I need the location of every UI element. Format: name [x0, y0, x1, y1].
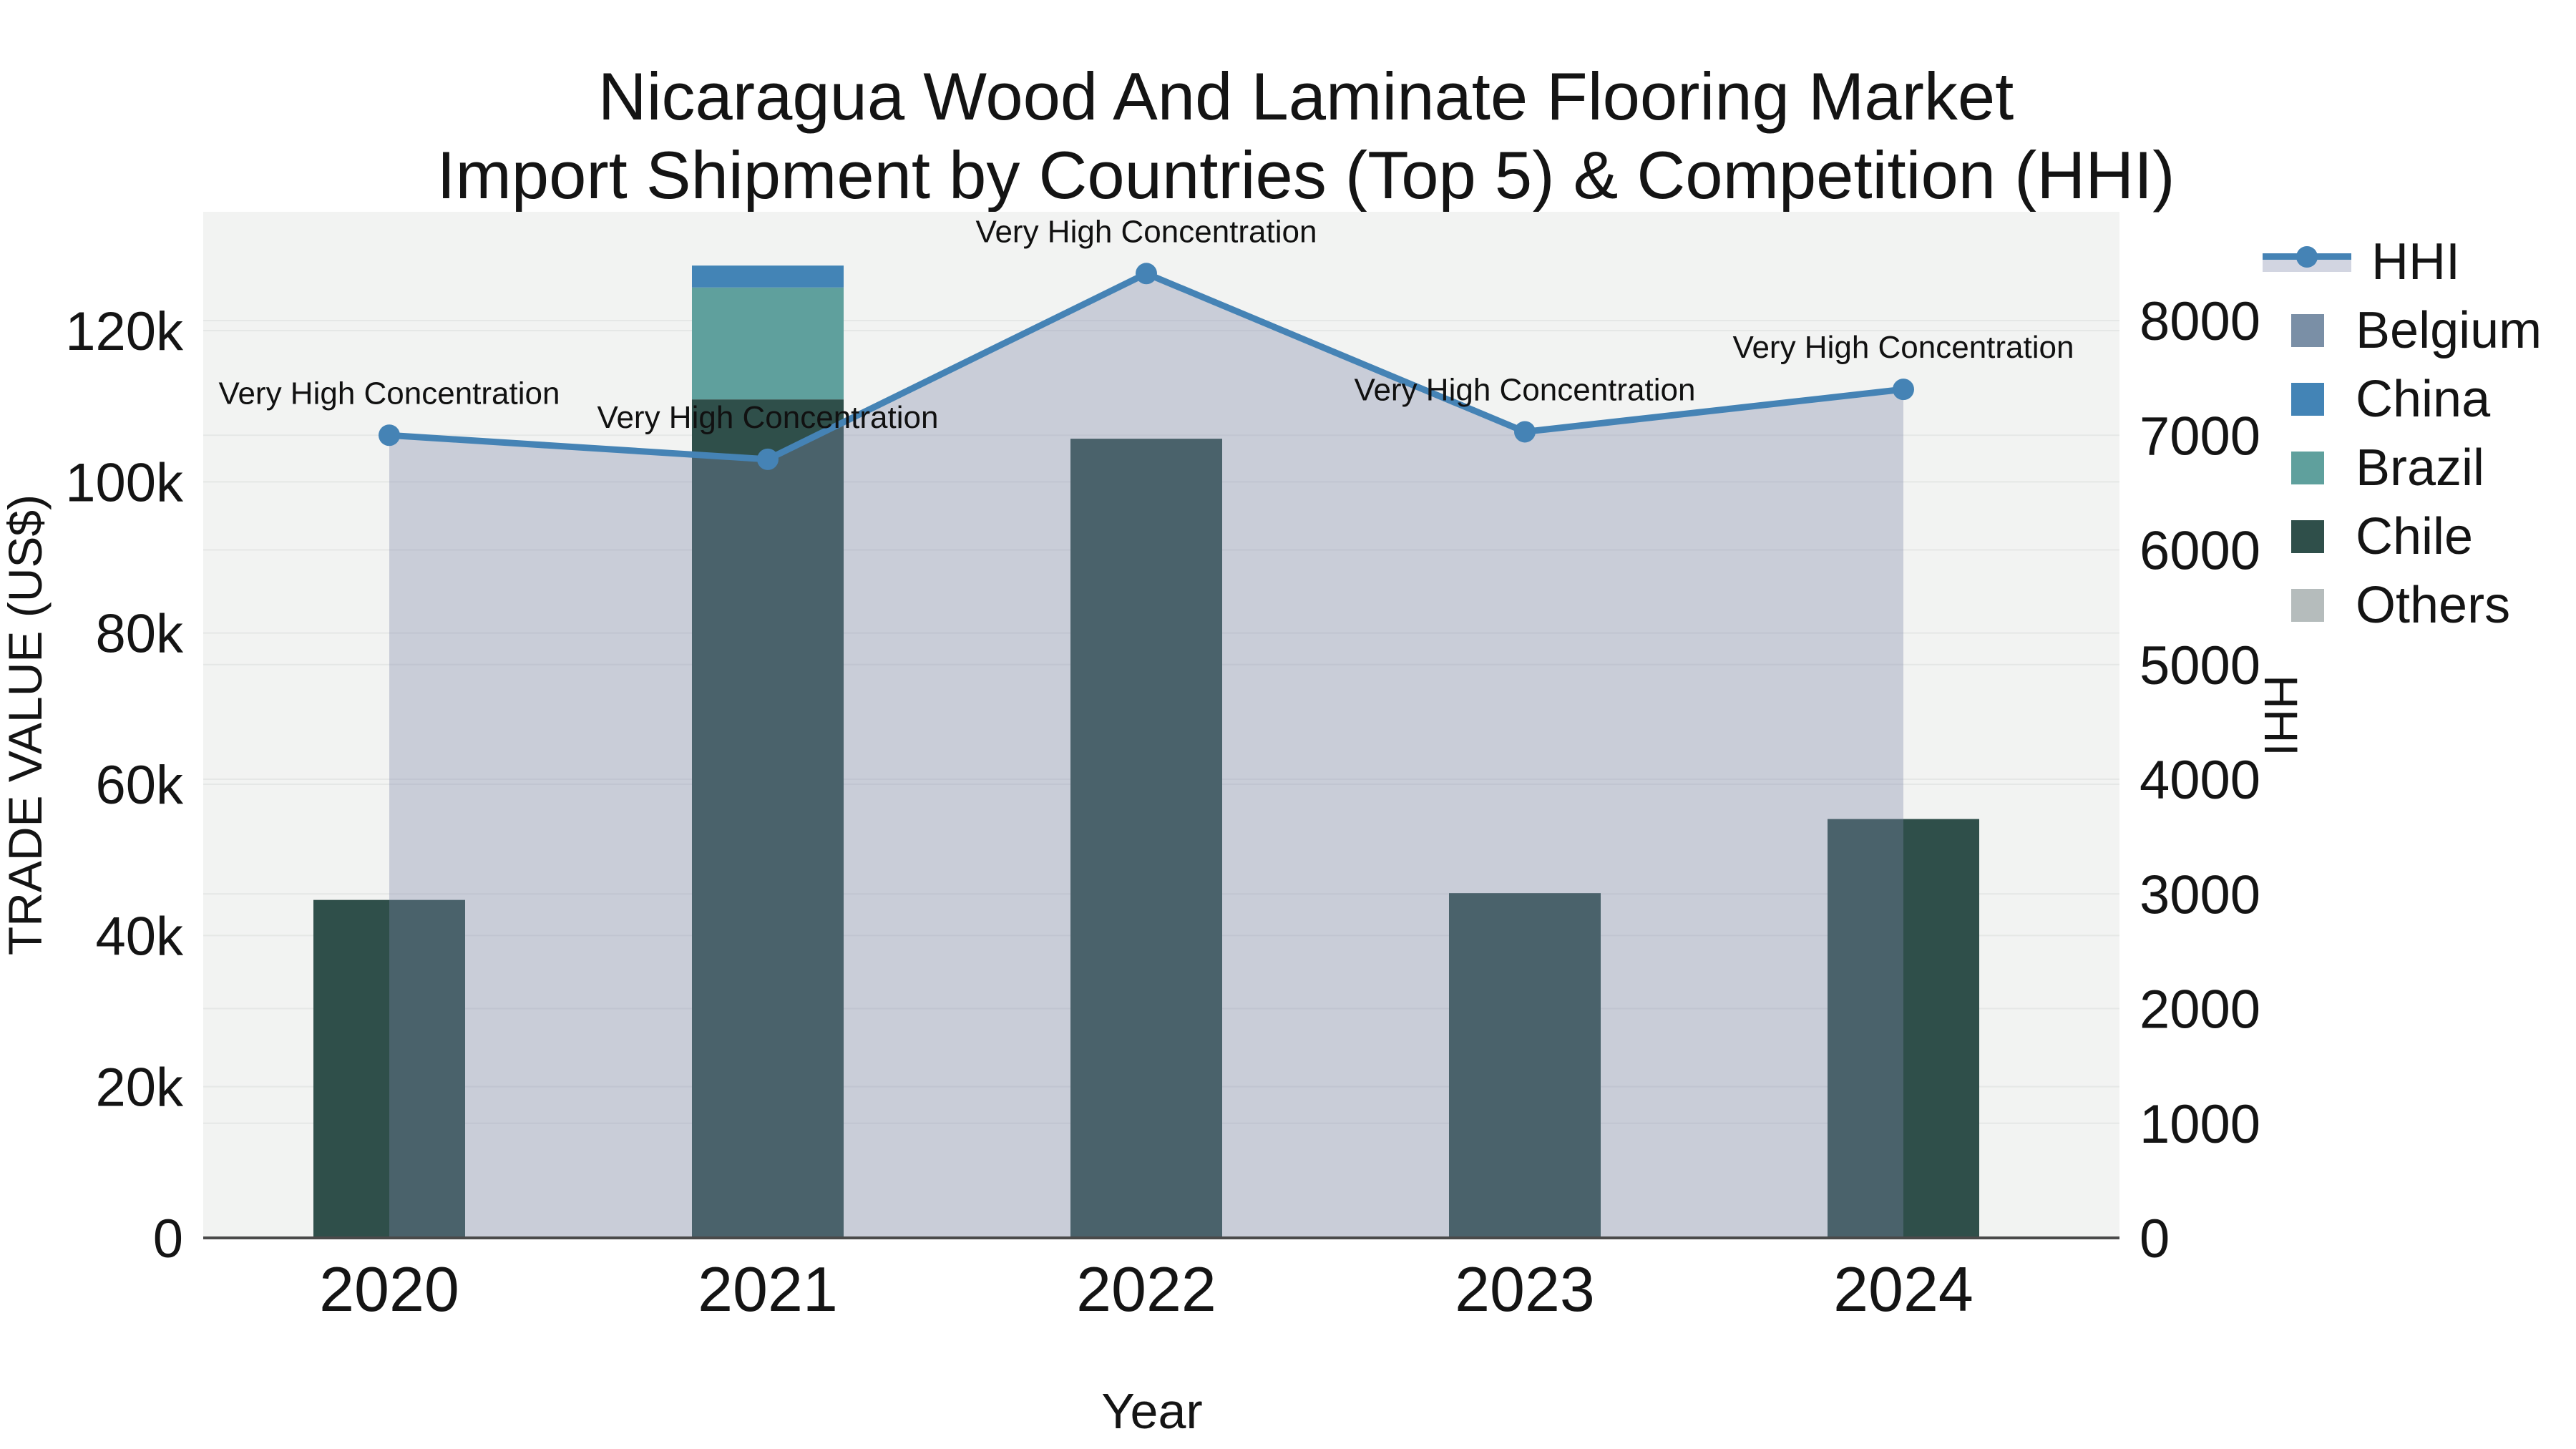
- y-right-tick-1000: 1000: [2140, 1094, 2260, 1155]
- x-tick-2022: 2022: [1076, 1254, 1216, 1324]
- hhi-marker-2024[interactable]: [1893, 379, 1914, 401]
- legend-item-hhi[interactable]: HHI: [2263, 228, 2542, 296]
- legend-label-chile: Chile: [2356, 508, 2474, 565]
- legend-label-brazil: Brazil: [2356, 439, 2485, 497]
- legend-label-china: China: [2356, 371, 2491, 428]
- y-left-tick-60k: 60k: [95, 755, 184, 816]
- bar-chile-2024[interactable]: [1828, 819, 1979, 1238]
- x-tick-2021: 2021: [698, 1254, 838, 1324]
- hhi-marker-2020[interactable]: [379, 424, 400, 447]
- chart-title-line2: Import Shipment by Countries (Top 5) & C…: [436, 137, 2175, 213]
- legend-swatch-chile: [2291, 520, 2324, 553]
- y-right-axis-title: HHI: [2255, 675, 2308, 756]
- legend-swatch-others: [2291, 589, 2324, 622]
- y-right-tick-3000: 3000: [2140, 864, 2260, 925]
- bar-brazil-2021[interactable]: [692, 287, 844, 400]
- chart-title-line1: Nicaragua Wood And Laminate Flooring Mar…: [597, 59, 2014, 134]
- legend-item-brazil[interactable]: Brazil: [2291, 434, 2542, 502]
- bar-chile-2023[interactable]: [1449, 893, 1601, 1238]
- legend-label-others: Others: [2356, 577, 2511, 634]
- y-left-tick-120k: 120k: [65, 301, 184, 362]
- bar-china-2021[interactable]: [692, 265, 844, 288]
- hhi-marker-2021[interactable]: [757, 448, 779, 470]
- y-left-tick-20k: 20k: [95, 1058, 184, 1118]
- x-axis-title: Year: [1101, 1383, 1202, 1439]
- annotation-2021: Very High Concentration: [597, 400, 939, 435]
- x-tick-2020: 2020: [319, 1254, 459, 1324]
- legend-item-china[interactable]: China: [2291, 365, 2542, 434]
- hhi-area-fill: [389, 273, 1903, 1238]
- y-right-tick-5000: 5000: [2140, 635, 2260, 696]
- annotation-2023: Very High Concentration: [1355, 372, 1696, 407]
- annotation-2022: Very High Concentration: [976, 214, 1317, 249]
- y-right-tick-4000: 4000: [2140, 750, 2260, 811]
- legend-label-belgium: Belgium: [2356, 302, 2542, 359]
- y-right-tick-6000: 6000: [2140, 521, 2260, 582]
- legend: HHI Belgium China Brazil Chile Others: [2263, 228, 2542, 640]
- y-left-tick-80k: 80k: [95, 604, 184, 665]
- y-right-tick-8000: 8000: [2140, 291, 2260, 352]
- y-right-tick-7000: 7000: [2140, 406, 2260, 467]
- legend-item-chile[interactable]: Chile: [2291, 502, 2542, 571]
- bar-chile-2020[interactable]: [313, 899, 465, 1238]
- legend-swatch-belgium: [2291, 314, 2324, 347]
- y-left-tick-0: 0: [153, 1209, 183, 1269]
- hhi-marker-2023[interactable]: [1514, 421, 1536, 443]
- legend-label-hhi: HHI: [2371, 233, 2460, 291]
- bar-chile-2021[interactable]: [692, 399, 844, 1238]
- hhi-marker-2022[interactable]: [1136, 263, 1157, 285]
- y-left-tick-100k: 100k: [65, 452, 184, 513]
- legend-item-belgium[interactable]: Belgium: [2291, 296, 2542, 365]
- legend-swatch-china: [2291, 383, 2324, 416]
- chart-title: Nicaragua Wood And Laminate Flooring Mar…: [436, 57, 2175, 215]
- y-left-tick-40k: 40k: [95, 906, 184, 967]
- y-left-axis-title: TRADE VALUE (US$): [0, 494, 52, 955]
- annotation-2020: Very High Concentration: [219, 376, 560, 411]
- legend-item-others[interactable]: Others: [2291, 571, 2542, 640]
- y-right-tick-0: 0: [2140, 1209, 2170, 1269]
- legend-swatch-brazil: [2291, 452, 2324, 484]
- bar-chile-2022[interactable]: [1070, 439, 1222, 1239]
- x-tick-2024: 2024: [1833, 1254, 1974, 1324]
- x-tick-2023: 2023: [1455, 1254, 1595, 1324]
- annotation-2024: Very High Concentration: [1733, 330, 2074, 365]
- hhi-line-icon: [2263, 245, 2351, 279]
- y-right-tick-2000: 2000: [2140, 980, 2260, 1040]
